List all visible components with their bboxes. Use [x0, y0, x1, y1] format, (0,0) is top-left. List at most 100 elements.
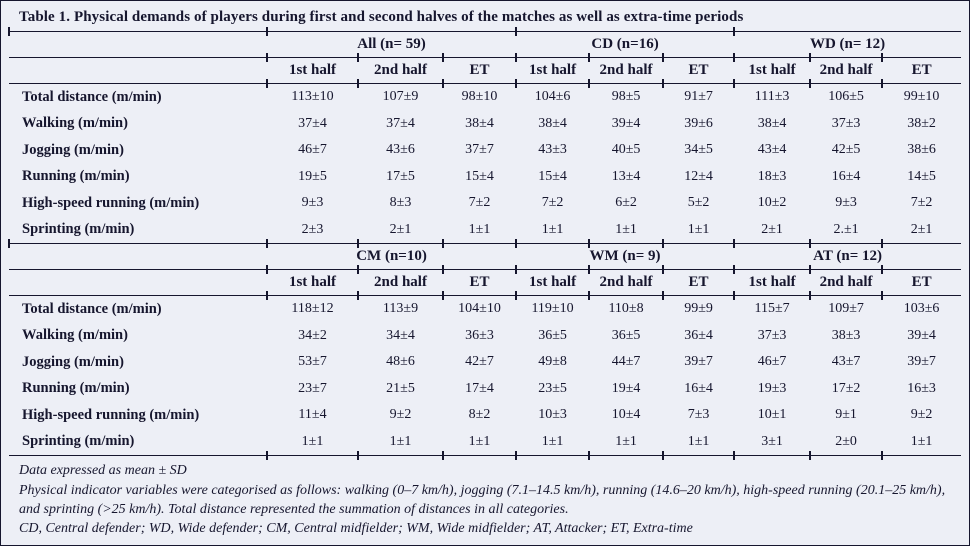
table-row: Walking (m/min) 34±2 34±4 36±3 36±5 36±5 36±4 3…: [9, 323, 961, 350]
value-cell: 1±1: [588, 216, 664, 248]
table-row: Jogging (m/min) 53±7 48±6 42±7 49±8 44±7 39±7 4…: [9, 349, 961, 376]
table-row: Total distance (m/min) 118±12 113±9 104±10 1…: [9, 296, 961, 323]
value-cell: 37±3: [831, 115, 861, 131]
note-mean-sd: Data expressed as mean ± SD: [19, 463, 187, 478]
period-header-cell: 1st half: [266, 53, 358, 89]
value-cell: 43±4: [757, 142, 787, 158]
period-header-cell: 1st half: [733, 53, 811, 89]
value-cell: 38±6: [907, 142, 936, 158]
value-cell: 2±3: [266, 216, 358, 248]
value-cell: 37±4: [298, 115, 327, 131]
period-header-cell: 1st half: [515, 53, 590, 89]
value-cell: 53±7: [298, 354, 327, 370]
value-cell: 1±1: [515, 216, 590, 248]
table-notes: Data expressed as mean ± SD Physical ind…: [9, 456, 961, 538]
value-cell: 9±3: [301, 195, 324, 211]
value-cell: 119±10: [531, 301, 574, 317]
period-header-cell: 2nd half: [809, 53, 883, 89]
period-header-row: 1st half 2nd half ET 1st half 2nd half ET 1st …: [9, 265, 962, 301]
value-cell: 39±6: [684, 115, 713, 131]
period-header-cell: 1st half: [266, 265, 358, 301]
value-cell: 38±4: [465, 115, 494, 131]
value-cell: 17±5: [386, 168, 415, 184]
period-header-cell: 1st half: [733, 265, 811, 301]
value-cell: 99±9: [684, 301, 713, 317]
value-cell: 2±1: [357, 216, 443, 248]
value-cell: 104±10: [458, 301, 501, 317]
value-cell: 9±2: [910, 407, 933, 423]
value-cell: 8±2: [468, 407, 491, 423]
value-cell: 110±8: [608, 301, 644, 317]
period-header-cell: ET: [881, 265, 962, 301]
value-cell: 46±7: [298, 142, 327, 158]
row-label-spacer: [9, 57, 267, 84]
table-row: Walking (m/min) 37±4 37±4 38±4 38±4 39±4 39±6 3…: [9, 111, 961, 138]
value-cell: 1±1: [442, 428, 517, 460]
value-cell: 18±3: [757, 168, 787, 184]
value-cell: 38±3: [831, 327, 861, 343]
value-cell: 37±7: [465, 142, 494, 158]
value-cell: 15±4: [538, 168, 567, 184]
value-cell: 42±7: [465, 354, 494, 370]
value-cell: 17±4: [465, 380, 494, 396]
period-header-cell: 2nd half: [588, 53, 664, 89]
value-cell: 10±4: [611, 407, 641, 423]
value-cell: 38±2: [907, 115, 936, 131]
value-cell: 21±5: [386, 380, 415, 396]
value-cell: 39±7: [907, 354, 936, 370]
row-label: Running (m/min): [22, 380, 130, 397]
row-label: Sprinting (m/min): [9, 216, 267, 244]
group-header-cell: AT (n= 12): [733, 239, 962, 270]
group-header-cell: WM (n= 9): [515, 239, 735, 270]
table-body: All (n= 59) CD (n=16) WD (n= 12) 1st half 2n…: [8, 27, 962, 460]
value-cell: 42±5: [831, 142, 861, 158]
row-label: Total distance (m/min): [22, 88, 162, 105]
value-cell: 2.±1: [809, 216, 883, 248]
table-row: High-speed running (m/min) 9±3 8±3 7±2 7±2 6±…: [9, 190, 961, 217]
value-cell: 49±8: [538, 354, 567, 370]
value-cell: 43±3: [538, 142, 567, 158]
value-cell: 104±6: [534, 89, 571, 105]
value-cell: 48±6: [386, 354, 415, 370]
row-label: Jogging (m/min): [22, 353, 124, 370]
value-cell: 36±3: [465, 327, 494, 343]
physical-demands-table: All (n= 59) CD (n=16) WD (n= 12) 1st half 2n…: [8, 27, 962, 460]
value-cell: 111±3: [754, 89, 790, 105]
value-cell: 103±6: [903, 301, 940, 317]
value-cell: 19±4: [611, 380, 641, 396]
value-cell: 17±2: [831, 380, 861, 396]
value-cell: 34±4: [386, 327, 415, 343]
value-cell: 1±1: [515, 428, 590, 460]
value-cell: 44±7: [611, 354, 641, 370]
note-abbreviations: CD, Central defender; WD, Wide defender;…: [19, 521, 693, 536]
table-row: Total distance (m/min) 113±10 107±9 98±10 10…: [9, 84, 961, 111]
value-cell: 10±2: [757, 195, 787, 211]
value-cell: 99±10: [903, 89, 940, 105]
value-cell: 1±1: [662, 216, 735, 248]
table-title: Table 1. Physical demands of players dur…: [19, 9, 744, 25]
value-cell: 39±4: [907, 327, 936, 343]
row-label: Walking (m/min): [22, 327, 128, 344]
period-header-cell: 2nd half: [357, 265, 443, 301]
value-cell: 1±1: [881, 428, 962, 460]
table-row: Running (m/min) 23±7 21±5 17±4 23±5 19±4 16±4 1…: [9, 376, 961, 403]
value-cell: 2±1: [733, 216, 811, 248]
value-cell: 109±7: [828, 301, 864, 317]
table-row: Jogging (m/min) 46±7 43±6 37±7 43±3 40±5 34±5 4…: [9, 137, 961, 164]
row-label: Sprinting (m/min): [9, 428, 267, 456]
value-cell: 16±4: [684, 380, 713, 396]
value-cell: 1±1: [442, 216, 517, 248]
value-cell: 10±1: [757, 407, 787, 423]
period-header-cell: 2nd half: [357, 53, 443, 89]
value-cell: 12±4: [684, 168, 713, 184]
value-cell: 1±1: [588, 428, 664, 460]
group-header-cell: All (n= 59): [266, 27, 517, 58]
value-cell: 43±6: [386, 142, 415, 158]
value-cell: 37±4: [386, 115, 415, 131]
value-cell: 1±1: [662, 428, 735, 460]
value-cell: 39±7: [684, 354, 713, 370]
value-cell: 2±0: [809, 428, 883, 460]
table-row: Sprinting (m/min) 2±3 2±1 1±1 1±1 1±1 1±1 2±1 2.…: [9, 216, 962, 248]
value-cell: 19±5: [298, 168, 327, 184]
row-label: High-speed running (m/min): [22, 194, 200, 211]
